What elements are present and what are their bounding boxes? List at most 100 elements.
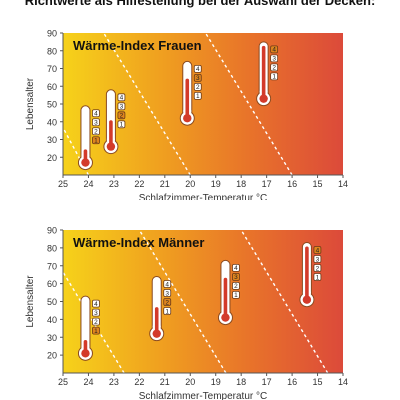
- scale-label: 4: [196, 66, 200, 73]
- scale-box: [270, 54, 279, 63]
- scale-label: 4: [94, 301, 98, 308]
- x-tick-label: 23: [109, 179, 119, 189]
- x-tick-label: 21: [160, 377, 170, 387]
- scale-box: [232, 281, 240, 290]
- y-tick-label: 20: [47, 351, 57, 361]
- y-axis-label: Lebensalter: [25, 77, 36, 130]
- scale-label: 2: [272, 65, 276, 72]
- scale-label: 1: [165, 308, 169, 315]
- scale-label: 1: [196, 93, 200, 100]
- scale-box: [193, 65, 202, 73]
- thermometer-mercury: [109, 120, 113, 147]
- thermometer: 4 3 2 1: [103, 89, 126, 155]
- scale-box: [232, 290, 240, 299]
- plot-background: [63, 33, 343, 175]
- scale-box: [163, 307, 172, 315]
- scale-label: 4: [120, 95, 124, 102]
- thermometer-mercury-bulb: [81, 158, 90, 167]
- x-tick-label: 19: [211, 377, 221, 387]
- scale-box: [92, 308, 100, 317]
- zone-boundary-line: [204, 33, 293, 175]
- thermometer-mercury: [261, 45, 266, 99]
- y-tick-label: 50: [47, 297, 57, 307]
- zone-boundary-line: [103, 33, 191, 175]
- y-tick-label: 40: [47, 117, 57, 127]
- scale-label: 1: [94, 328, 98, 335]
- x-tick-label: 14: [338, 179, 348, 189]
- x-axis-label: Schlafzimmer-Temperatur °C: [139, 391, 267, 400]
- x-tick-label: 24: [83, 377, 93, 387]
- scale-label: 1: [94, 138, 98, 145]
- y-tick-label: 70: [47, 261, 57, 271]
- x-tick-label: 17: [262, 377, 272, 387]
- scale-box: [313, 246, 322, 254]
- y-axis-label: Lebensalter: [25, 275, 36, 328]
- thermometer: 4 3 2 1: [299, 242, 322, 308]
- y-tick-label: 80: [47, 46, 57, 56]
- scale-box: [163, 298, 172, 306]
- scale-box: [270, 63, 279, 72]
- scale-label: 3: [272, 56, 276, 63]
- scale-box: [92, 326, 100, 335]
- scale-label: 4: [272, 47, 276, 54]
- x-tick-label: 21: [160, 179, 170, 189]
- thermometer: 4 3 2 1: [217, 259, 240, 326]
- scale-box: [92, 127, 100, 136]
- thermometer-mercury-bulb: [221, 313, 230, 322]
- scale-box: [270, 45, 279, 54]
- scale-box: [117, 102, 126, 111]
- zone-boundaries: [63, 33, 293, 175]
- x-tick-label: 16: [287, 179, 297, 189]
- scale-box: [232, 263, 240, 272]
- plot-background: [63, 230, 343, 373]
- x-tick-label: 14: [338, 377, 348, 387]
- scale-box: [313, 255, 322, 263]
- scale-box: [117, 93, 126, 102]
- scale-label: 4: [234, 265, 238, 272]
- x-tick-label: 17: [262, 179, 272, 189]
- x-tick-label: 15: [313, 179, 323, 189]
- thermometer-mercury-bulb: [302, 295, 312, 304]
- scale-box: [193, 92, 202, 100]
- scale-label: 3: [120, 104, 124, 111]
- scale-box: [92, 136, 100, 145]
- scale-label: 2: [120, 113, 124, 120]
- scale-label: 1: [120, 122, 124, 129]
- chart-title: Wärme-Index Männer: [73, 235, 204, 250]
- scale-box: [270, 72, 279, 81]
- zone-boundary-line: [63, 126, 90, 175]
- thermometer-mercury: [154, 307, 159, 334]
- chart-title: Wärme-Index Frauen: [73, 38, 202, 53]
- scale-label: 2: [234, 283, 238, 290]
- thermometer-mercury-bulb: [259, 94, 268, 103]
- scale-label: 4: [94, 111, 98, 118]
- x-tick-label: 18: [236, 179, 246, 189]
- y-tick-label: 30: [47, 135, 57, 145]
- x-tick-label: 20: [185, 179, 195, 189]
- thermometer: 4 3 2 1: [179, 60, 202, 126]
- x-tick-label: 19: [211, 179, 221, 189]
- scale-label: 3: [165, 290, 169, 297]
- scale-box: [92, 299, 100, 308]
- thermometer-mercury-bulb: [81, 349, 90, 358]
- scale-label: 4: [165, 281, 169, 288]
- zone-boundary-line: [138, 230, 227, 373]
- thermometer-mercury-bulb: [106, 142, 116, 151]
- scale-label: 2: [165, 299, 169, 306]
- scale-box: [163, 289, 172, 297]
- x-tick-label: 25: [58, 179, 68, 189]
- thermometer: 4 3 2 1: [77, 295, 100, 361]
- x-tick-label: 18: [236, 377, 246, 387]
- y-tick-label: 60: [47, 82, 57, 92]
- scale-label: 3: [94, 120, 98, 127]
- y-tick-label: 50: [47, 100, 57, 110]
- zone-boundaries: [63, 230, 329, 373]
- scale-box: [313, 264, 322, 272]
- scale-label: 1: [272, 74, 276, 81]
- thermometer-mercury: [305, 246, 309, 300]
- scale-box: [92, 109, 100, 118]
- scale-box: [92, 118, 100, 127]
- scale-label: 1: [234, 292, 238, 299]
- x-tick-label: 23: [109, 377, 119, 387]
